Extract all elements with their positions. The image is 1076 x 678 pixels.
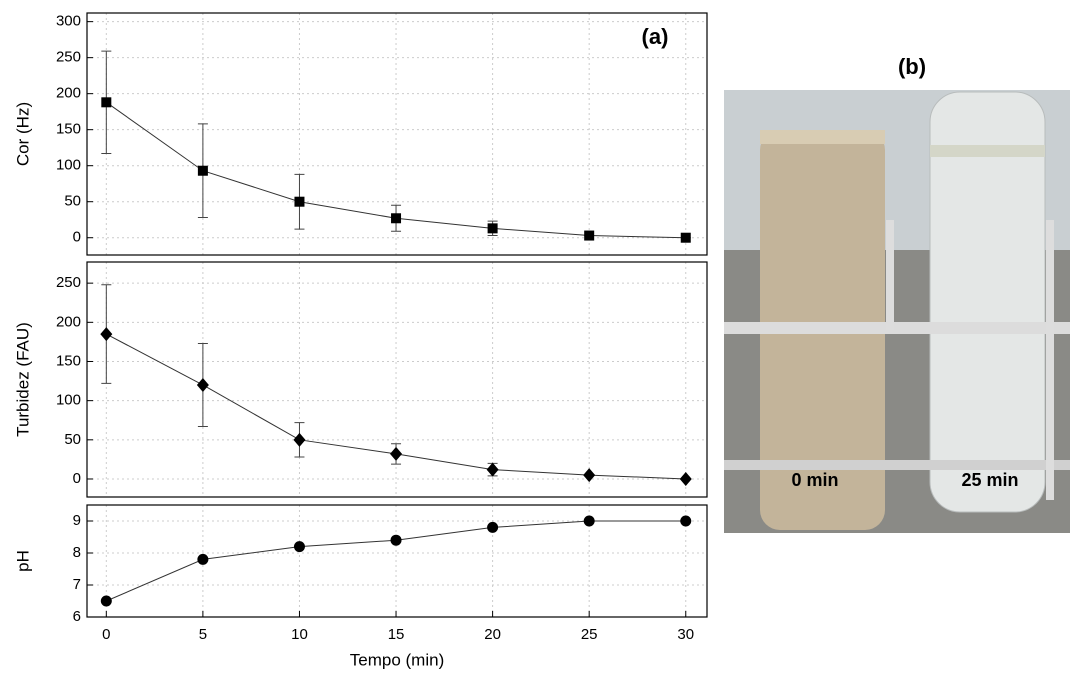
marker xyxy=(680,232,691,243)
marker xyxy=(196,377,209,392)
marker xyxy=(100,595,112,607)
marker xyxy=(584,230,595,241)
marker xyxy=(197,165,208,176)
panel: 0 50 100 150 200 250 300 Cor (Hz) (a) xyxy=(13,12,708,256)
marker xyxy=(293,432,306,447)
marker xyxy=(486,462,499,477)
photo-caption: 0 min xyxy=(791,470,838,490)
y-tick-label: 0 xyxy=(73,470,81,487)
marker xyxy=(391,213,402,224)
panel: 6 7 8 9 pH 0 5 10 15 20 25 30 Tempo (min) xyxy=(13,504,708,669)
rack-bar xyxy=(724,460,1070,470)
marker xyxy=(100,327,113,342)
y-axis-label: pH xyxy=(13,550,32,572)
photo: 0 min 25 min xyxy=(724,90,1070,533)
marker xyxy=(294,196,305,207)
y-tick-label: 0 xyxy=(73,229,81,246)
x-axis-label: Tempo (min) xyxy=(350,650,444,669)
y-tick-label: 100 xyxy=(56,392,81,409)
y-tick-label: 8 xyxy=(73,544,81,561)
y-axis-label: Turbidez (FAU) xyxy=(13,322,32,437)
y-tick-label: 50 xyxy=(64,193,81,210)
marker xyxy=(583,468,596,483)
y-tick-label: 150 xyxy=(56,121,81,138)
marker xyxy=(390,446,403,461)
marker xyxy=(390,534,402,546)
y-tick-label: 6 xyxy=(73,608,81,625)
x-tick-label: 30 xyxy=(677,626,694,643)
x-tick-label: 0 xyxy=(102,626,110,643)
y-tick-label: 300 xyxy=(56,13,81,30)
photo-caption: 25 min xyxy=(961,470,1018,490)
marker xyxy=(197,553,209,565)
marker xyxy=(487,223,498,234)
x-tick-label: 20 xyxy=(484,626,501,643)
x-tick-label: 15 xyxy=(388,626,405,643)
panel-label: (a) xyxy=(642,24,669,49)
y-tick-label: 200 xyxy=(56,313,81,330)
plot-frame xyxy=(86,12,708,256)
rack-bar xyxy=(724,322,1070,334)
marker xyxy=(101,97,112,108)
panel-label: (b) xyxy=(898,54,926,79)
marker xyxy=(583,515,595,527)
tube-left-top xyxy=(760,130,885,144)
marker xyxy=(293,541,305,553)
tube-right xyxy=(929,91,1046,513)
y-tick-label: 9 xyxy=(73,512,81,529)
x-tick-label: 25 xyxy=(581,626,598,643)
y-tick-label: 50 xyxy=(64,431,81,448)
y-tick-label: 200 xyxy=(56,85,81,102)
y-tick-label: 7 xyxy=(73,576,81,593)
marker xyxy=(487,521,499,533)
tube-right-meniscus xyxy=(930,145,1045,157)
x-tick-label: 10 xyxy=(291,626,308,643)
plot-frame xyxy=(86,504,708,618)
plot-frame xyxy=(86,261,708,498)
panel: 0 50 100 150 200 250 Turbidez (FAU) xyxy=(13,261,708,498)
y-tick-label: 150 xyxy=(56,352,81,369)
y-tick-label: 250 xyxy=(56,274,81,291)
x-tick-label: 5 xyxy=(199,626,207,643)
y-tick-label: 250 xyxy=(56,49,81,66)
marker xyxy=(679,471,692,486)
y-tick-label: 100 xyxy=(56,157,81,174)
marker xyxy=(680,515,692,527)
y-axis-label: Cor (Hz) xyxy=(13,102,32,166)
